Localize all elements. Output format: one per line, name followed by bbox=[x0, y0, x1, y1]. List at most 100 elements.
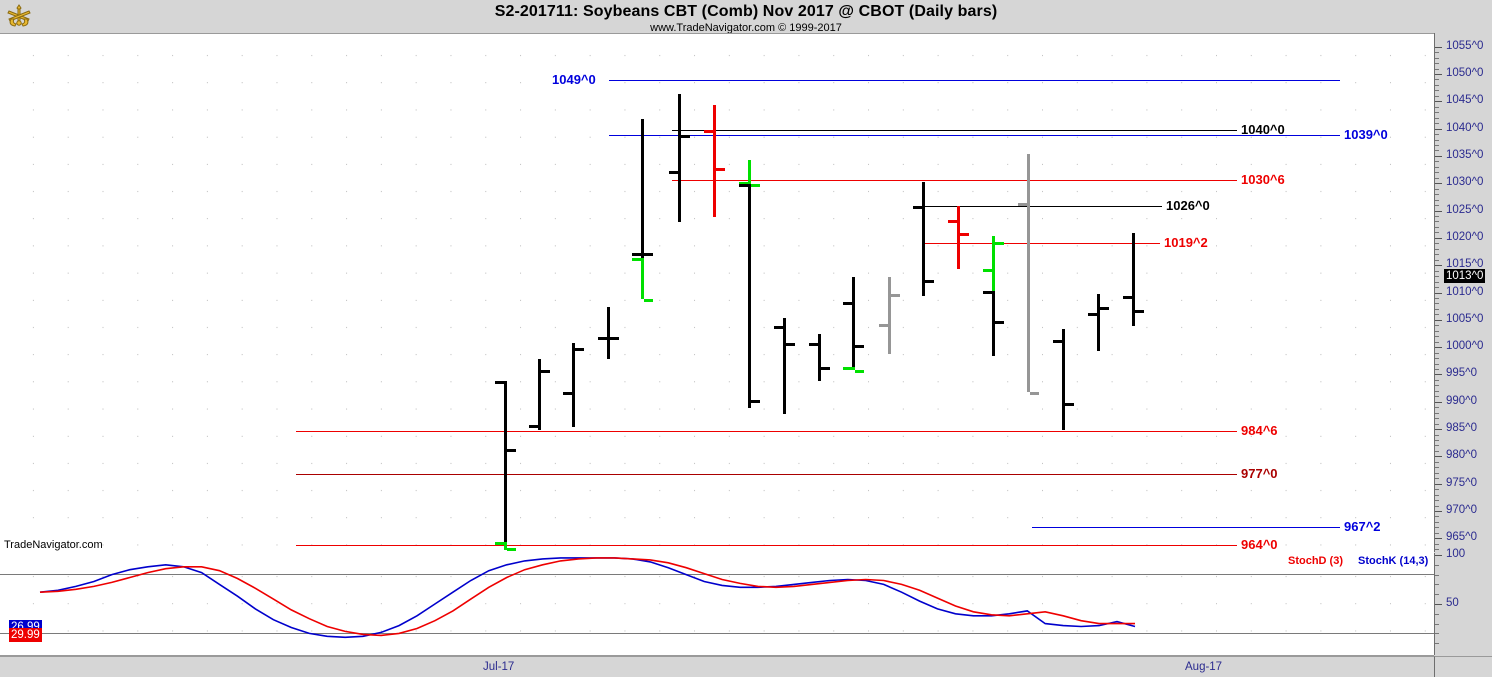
price-axis-minor-tick bbox=[1435, 385, 1439, 387]
ohlc-open-tick bbox=[739, 184, 748, 188]
ohlc-close-tick bbox=[960, 233, 969, 237]
price-axis-minor-tick bbox=[1435, 79, 1439, 81]
ohlc-open-tick bbox=[1018, 203, 1027, 207]
level-1030-6-line[interactable] bbox=[672, 180, 1237, 182]
level-1039-line[interactable] bbox=[609, 135, 1340, 137]
price-axis-minor-tick bbox=[1435, 90, 1439, 92]
ohlc-close-tick bbox=[891, 293, 900, 297]
page-subtitle: www.TradeNavigator.com © 1999-2017 bbox=[650, 22, 842, 34]
price-axis-minor-tick bbox=[1435, 358, 1439, 360]
ohlc-bar bbox=[713, 105, 716, 217]
price-axis-minor-tick bbox=[1435, 336, 1439, 338]
level-1049-line[interactable] bbox=[609, 80, 1340, 82]
price-axis-minor-tick bbox=[1435, 532, 1439, 534]
ohlc-close-tick bbox=[995, 320, 1004, 324]
ohlc-open-tick bbox=[809, 342, 818, 346]
price-axis-minor-tick bbox=[1435, 461, 1439, 463]
ohlc-open-tick bbox=[879, 323, 888, 327]
price-axis-minor-tick bbox=[1435, 150, 1439, 152]
price-axis-minor-tick bbox=[1435, 434, 1439, 436]
ohlc-bar bbox=[607, 307, 610, 360]
level-984-6-line[interactable] bbox=[296, 431, 1237, 433]
stoch-axis-label: 50 bbox=[1446, 597, 1459, 609]
ohlc-open-tick bbox=[598, 337, 607, 341]
price-axis-label: 1035^0 bbox=[1446, 148, 1484, 161]
price-axis-label: 980^0 bbox=[1446, 449, 1477, 462]
price-axis-minor-tick bbox=[1435, 445, 1439, 447]
price-axis-tick bbox=[1435, 183, 1442, 185]
level-1026-line[interactable] bbox=[923, 206, 1162, 208]
ohlc-open-tick bbox=[632, 257, 641, 261]
ohlc-open-tick bbox=[843, 367, 852, 371]
price-axis-label: 1015^0 bbox=[1446, 258, 1484, 271]
level-977-line[interactable] bbox=[296, 473, 1237, 475]
price-axis-minor-tick bbox=[1435, 216, 1439, 218]
price-axis-minor-tick bbox=[1435, 95, 1439, 97]
level-1019-2-label: 1019^2 bbox=[1164, 234, 1208, 250]
price-axis-minor-tick bbox=[1435, 226, 1439, 228]
stoch-axis-minor-tick bbox=[1435, 623, 1439, 625]
price-axis-label: 965^0 bbox=[1446, 531, 1477, 544]
stochastic-axis[interactable]: 100 50 bbox=[1434, 548, 1492, 655]
ohlc-bar bbox=[922, 181, 925, 297]
stochastic-curves bbox=[39, 557, 1136, 639]
price-axis-minor-tick bbox=[1435, 308, 1439, 310]
ohlc-close-tick bbox=[786, 342, 795, 346]
last-price-badge: 1013^0 bbox=[1444, 269, 1486, 284]
ohlc-bar bbox=[641, 118, 644, 258]
ohlc-open-tick bbox=[948, 219, 957, 223]
stochk-legend: StochK (14,3) bbox=[1358, 555, 1429, 567]
price-axis-minor-tick bbox=[1435, 112, 1439, 114]
price-axis-minor-tick bbox=[1435, 368, 1439, 370]
ohlc-close-tick bbox=[681, 135, 690, 139]
price-axis-label: 995^0 bbox=[1446, 367, 1477, 380]
ohlc-bar bbox=[641, 257, 644, 299]
stochastic-pane[interactable]: StochD (3) StochK (14,3) bbox=[0, 553, 1434, 656]
ohlc-bar bbox=[572, 342, 575, 428]
ohlc-bar bbox=[992, 290, 995, 357]
price-axis-label: 990^0 bbox=[1446, 394, 1477, 407]
stochastic-grid-dots bbox=[0, 553, 1434, 655]
ohlc-close-tick bbox=[1135, 309, 1144, 313]
ohlc-bar bbox=[504, 542, 507, 551]
ohlc-open-tick bbox=[913, 206, 922, 210]
price-axis-minor-tick bbox=[1435, 117, 1439, 119]
date-axis[interactable]: Jul-17 Aug-17 bbox=[0, 656, 1434, 677]
price-axis-tick bbox=[1435, 101, 1442, 103]
ohlc-bar bbox=[888, 277, 891, 354]
price-axis-minor-tick bbox=[1435, 472, 1439, 474]
ohlc-open-tick bbox=[563, 391, 572, 395]
price-axis-minor-tick bbox=[1435, 396, 1439, 398]
price-axis-tick bbox=[1435, 374, 1442, 376]
price-axis-minor-tick bbox=[1435, 259, 1439, 261]
level-964-label: 964^0 bbox=[1241, 536, 1278, 552]
price-axis-minor-tick bbox=[1435, 68, 1439, 70]
date-axis-label: Jul-17 bbox=[483, 661, 515, 673]
price-chart-pane[interactable]: 1049^0 1040^0 1039^0 1030^6 1026^0 1019^2 984^… bbox=[0, 33, 1434, 554]
price-axis-minor-tick bbox=[1435, 205, 1439, 207]
price-axis-tick bbox=[1435, 538, 1442, 540]
price-axis-minor-tick bbox=[1435, 281, 1439, 283]
level-1040-line[interactable] bbox=[672, 129, 1237, 131]
ohlc-open-tick bbox=[495, 542, 504, 546]
price-axis-label: 1010^0 bbox=[1446, 285, 1484, 298]
ohlc-close-tick bbox=[925, 279, 934, 283]
level-967-2-line[interactable] bbox=[1032, 527, 1340, 529]
level-1019-2-line[interactable] bbox=[923, 242, 1160, 244]
price-axis-minor-tick bbox=[1435, 243, 1439, 245]
ohlc-open-tick bbox=[632, 252, 641, 256]
ohlc-open-tick bbox=[983, 268, 992, 272]
price-axis-minor-tick bbox=[1435, 166, 1439, 168]
price-axis-minor-tick bbox=[1435, 330, 1439, 332]
price-axis-label: 985^0 bbox=[1446, 422, 1477, 435]
price-axis[interactable]: 1055^0 1050^0 1045^0 1040^0 1035^0 1030^0 1025… bbox=[1434, 33, 1492, 552]
price-axis-minor-tick bbox=[1435, 139, 1439, 141]
ohlc-open-tick bbox=[669, 170, 678, 174]
price-axis-minor-tick bbox=[1435, 144, 1439, 146]
level-964-line[interactable] bbox=[296, 544, 1237, 546]
ohlc-close-tick bbox=[575, 348, 584, 352]
price-axis-minor-tick bbox=[1435, 303, 1439, 305]
stoch-level-20 bbox=[0, 633, 1434, 634]
price-axis-tick bbox=[1435, 347, 1442, 349]
